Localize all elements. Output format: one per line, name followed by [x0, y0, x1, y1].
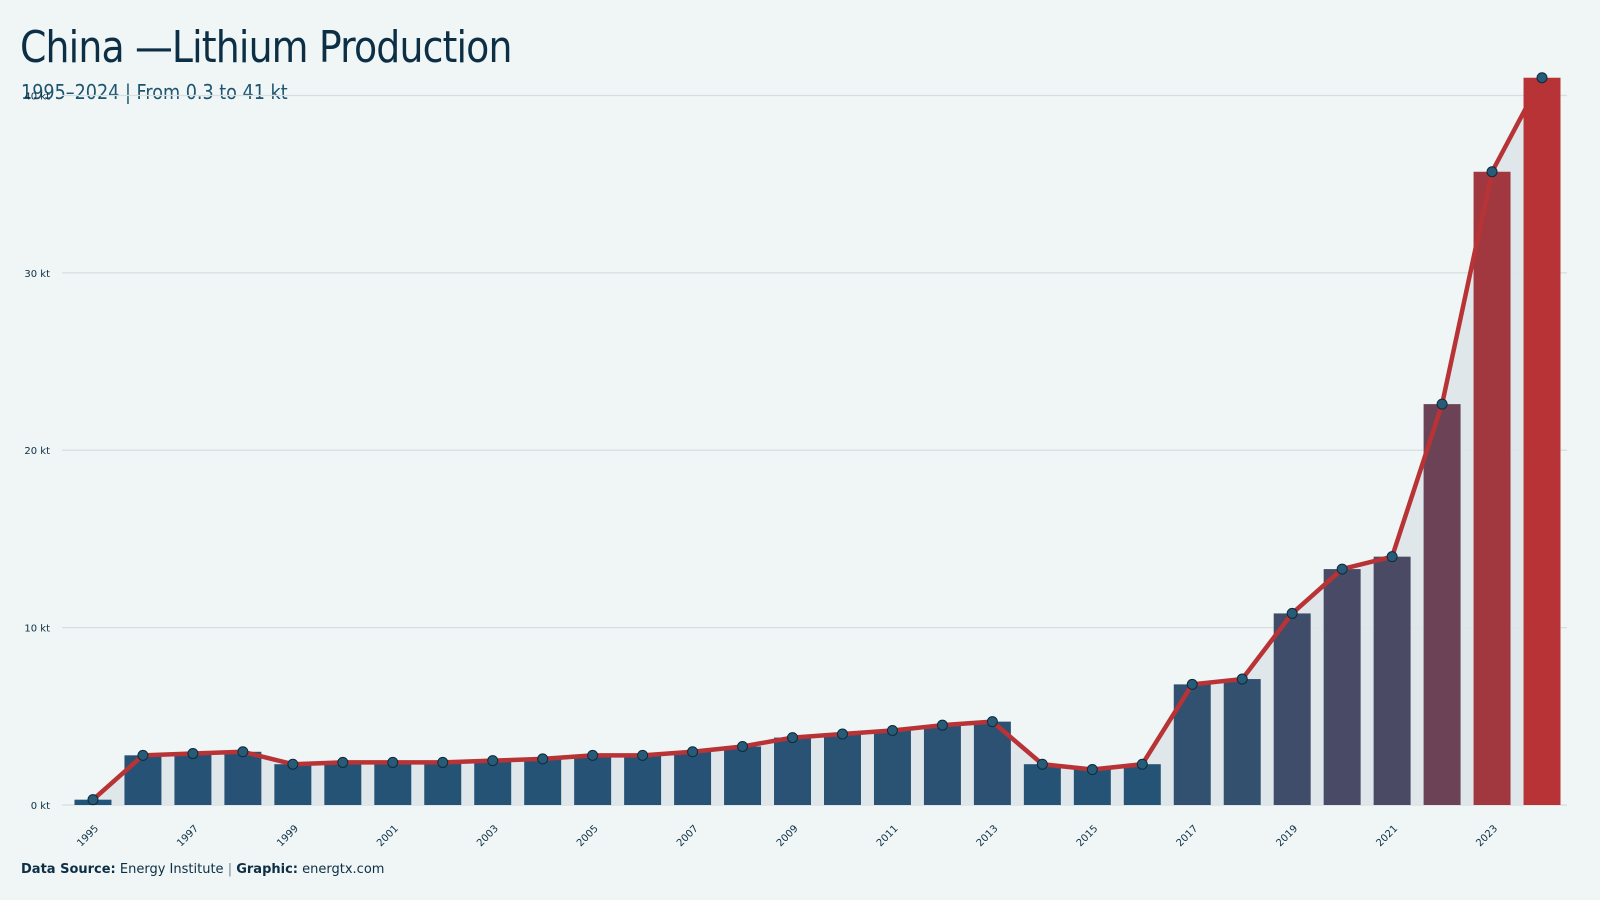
y-tick-label: 0 kt: [31, 801, 50, 812]
y-tick-label: 10 kt: [24, 624, 50, 635]
data-point: [237, 746, 249, 758]
bar: [624, 755, 662, 805]
data-point: [487, 755, 499, 767]
bar: [374, 762, 412, 805]
x-tick-label: 2001: [375, 823, 401, 849]
data-point: [637, 749, 649, 761]
bar: [1373, 556, 1411, 805]
bar: [274, 764, 312, 805]
data-point: [1536, 72, 1548, 84]
bar: [574, 755, 612, 805]
bar: [774, 737, 812, 805]
data-point: [337, 756, 349, 768]
x-tick-label: 2017: [1175, 823, 1201, 849]
x-tick-label: 2011: [875, 823, 901, 849]
bar: [1273, 613, 1311, 805]
y-tick-label: 30 kt: [24, 269, 50, 280]
x-axis-ticks: 1995 1997 1999 2001 2003 2005 2007 2009 2011 2013…: [75, 823, 1500, 849]
data-point: [1086, 764, 1098, 776]
x-tick-label: 2005: [575, 823, 601, 849]
chart-subtitle: 1995–2024 | From 0.3 to 41 kt: [21, 80, 288, 104]
data-point: [1036, 758, 1048, 770]
footer-separator: |: [227, 862, 233, 877]
data-point: [137, 749, 149, 761]
bar: [724, 746, 762, 805]
bar: [1523, 77, 1561, 805]
bar: [1423, 404, 1461, 805]
x-tick-label: 2023: [1474, 823, 1500, 849]
bar: [1323, 569, 1361, 805]
bar: [324, 762, 362, 805]
x-tick-label: 1995: [75, 823, 101, 849]
bar: [524, 758, 562, 805]
data-point: [437, 756, 449, 768]
data-point: [737, 740, 749, 752]
data-point: [1286, 607, 1298, 619]
x-tick-label: 2003: [475, 823, 501, 849]
x-tick-label: 2009: [775, 823, 801, 849]
x-tick-label: 2007: [675, 823, 701, 849]
data-point: [1336, 563, 1348, 575]
chart-title: China —Lithium Production: [20, 22, 512, 73]
data-point: [886, 725, 898, 736]
data-point: [936, 719, 948, 731]
data-point: [287, 758, 299, 770]
data-point: [1136, 758, 1148, 770]
data-point: [387, 756, 399, 768]
data-point: [187, 748, 199, 760]
bar: [474, 760, 512, 805]
data-point: [1386, 551, 1398, 563]
bar: [124, 755, 162, 805]
bar: [674, 751, 712, 805]
x-tick-label: 1999: [275, 823, 301, 849]
data-point: [986, 716, 998, 728]
bar: [923, 725, 961, 805]
graphic-value: energtx.com: [302, 862, 385, 877]
y-tick-label: 20 kt: [24, 446, 50, 457]
bar: [823, 734, 861, 805]
bar: [1073, 769, 1111, 805]
series-line: [90, 75, 1545, 802]
data-point: [537, 753, 549, 765]
bar: [1223, 679, 1261, 805]
x-tick-label: 1997: [175, 823, 201, 849]
line-layer: [90, 75, 1545, 802]
data-point: [687, 746, 699, 758]
data-point: [787, 732, 799, 744]
data-point: [587, 749, 599, 761]
bar-layer: [74, 77, 1561, 805]
data-point: [1486, 166, 1498, 178]
graphic-label: Graphic:: [236, 862, 298, 877]
data-point: [1186, 678, 1198, 690]
data-point: [87, 794, 99, 806]
x-tick-label: 2015: [1075, 823, 1101, 849]
x-tick-label: 2019: [1275, 823, 1301, 849]
data-point: [836, 728, 848, 740]
data-point: [1436, 398, 1448, 410]
bar: [1123, 764, 1161, 805]
source-label: Data Source:: [21, 862, 116, 877]
bar: [174, 753, 212, 805]
point-layer: [87, 72, 1548, 806]
source-value: Energy Institute: [119, 862, 224, 877]
x-tick-label: 2013: [975, 823, 1001, 849]
y-tick-label: 40 kt: [24, 91, 50, 102]
bar: [224, 751, 262, 805]
y-axis-ticks: 0 kt 10 kt 20 kt 30 kt 40 kt: [24, 91, 50, 812]
footer: Data Source: Energy Institute | Graphic:…: [21, 862, 384, 877]
bar: [873, 730, 911, 805]
bar: [1023, 764, 1061, 805]
bar: [973, 721, 1011, 805]
x-tick-label: 2021: [1374, 823, 1400, 849]
bar: [1473, 171, 1511, 805]
data-point: [1236, 673, 1248, 685]
bar: [424, 762, 462, 805]
